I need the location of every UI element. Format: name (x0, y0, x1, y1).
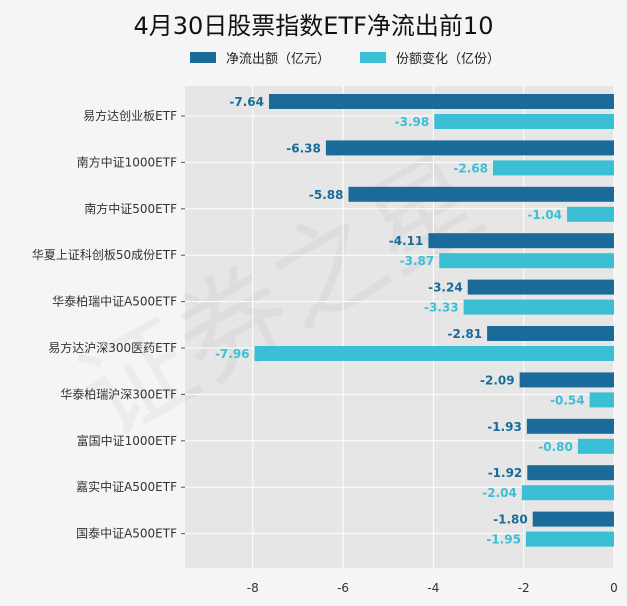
x-tick-label: 0 (610, 581, 618, 595)
legend-swatch (190, 52, 216, 63)
category-label: 华泰柏瑞沪深300ETF (60, 386, 177, 401)
category-label: 国泰中证A500ETF (76, 526, 177, 541)
bar-net-outflow (325, 140, 614, 156)
bar-share-change (525, 531, 614, 547)
legend-swatch (360, 52, 387, 63)
data-label: -6.38 (286, 141, 321, 155)
bar-share-change (434, 114, 614, 129)
category-label: 南方中证1000ETF (77, 154, 177, 169)
data-label: -5.88 (309, 188, 344, 202)
bar-net-outflow (268, 94, 614, 109)
legend-item-share-change: 份额变化（亿份） (360, 48, 500, 67)
data-label: -3.98 (395, 115, 430, 129)
bar-share-change (567, 206, 614, 222)
legend-label: 份额变化（亿份） (396, 52, 501, 67)
x-tick-label: -8 (247, 581, 259, 595)
bar-net-outflow (428, 233, 614, 249)
data-label: -3.24 (428, 281, 463, 295)
data-label: -2.09 (480, 373, 515, 387)
bar-share-change (492, 160, 614, 176)
category-label: 易方达沪深300医药ETF (48, 340, 177, 355)
chart-title: 4月30日股票指数ETF净流出前10 (133, 12, 494, 40)
bar-net-outflow (526, 418, 614, 434)
bar-net-outflow (487, 326, 614, 341)
data-label: -2.81 (448, 327, 483, 341)
data-label: -4.11 (389, 234, 424, 248)
data-label: -1.93 (487, 420, 522, 434)
bar-net-outflow (467, 279, 614, 295)
data-label: -0.54 (550, 393, 585, 407)
bar-share-change (439, 253, 614, 269)
category-label: 嘉实中证A500ETF (76, 479, 177, 494)
category-label: 富国中证1000ETF (77, 433, 177, 448)
bar-net-outflow (519, 372, 614, 388)
data-label: -7.96 (215, 347, 250, 361)
data-label: -1.92 (488, 466, 523, 480)
category-label: 华泰柏瑞中证A500ETF (52, 294, 177, 309)
bar-share-change (521, 485, 614, 501)
data-label: -1.04 (527, 208, 562, 222)
bar-share-change (589, 392, 614, 408)
data-label: -3.87 (400, 254, 435, 268)
data-label: -1.80 (493, 513, 528, 527)
data-label: -0.80 (538, 440, 573, 454)
bar-share-change (254, 346, 614, 361)
bar-share-change (577, 438, 614, 454)
x-tick-label: -4 (427, 581, 439, 595)
data-label: -7.64 (229, 95, 264, 109)
data-label: -2.04 (482, 486, 517, 500)
data-label: -3.33 (424, 301, 459, 315)
bar-net-outflow (348, 186, 614, 202)
x-tick-label: -2 (518, 581, 530, 595)
category-label: 南方中证500ETF (84, 201, 177, 216)
x-tick-label: -6 (337, 581, 349, 595)
legend-label: 净流出额（亿元） (226, 52, 331, 67)
data-label: -1.95 (486, 533, 521, 547)
category-label: 华夏上证科创板50成份ETF (32, 248, 177, 262)
category-label: 易方达创业板ETF (83, 108, 177, 123)
bar-net-outflow (527, 465, 614, 481)
data-label: -2.68 (453, 161, 488, 175)
legend: 净流出额（亿元） 份额变化（亿份） (190, 48, 500, 67)
bar-net-outflow (532, 511, 614, 527)
legend-item-net-outflow: 净流出额（亿元） (190, 48, 330, 67)
bar-share-change (463, 299, 614, 315)
